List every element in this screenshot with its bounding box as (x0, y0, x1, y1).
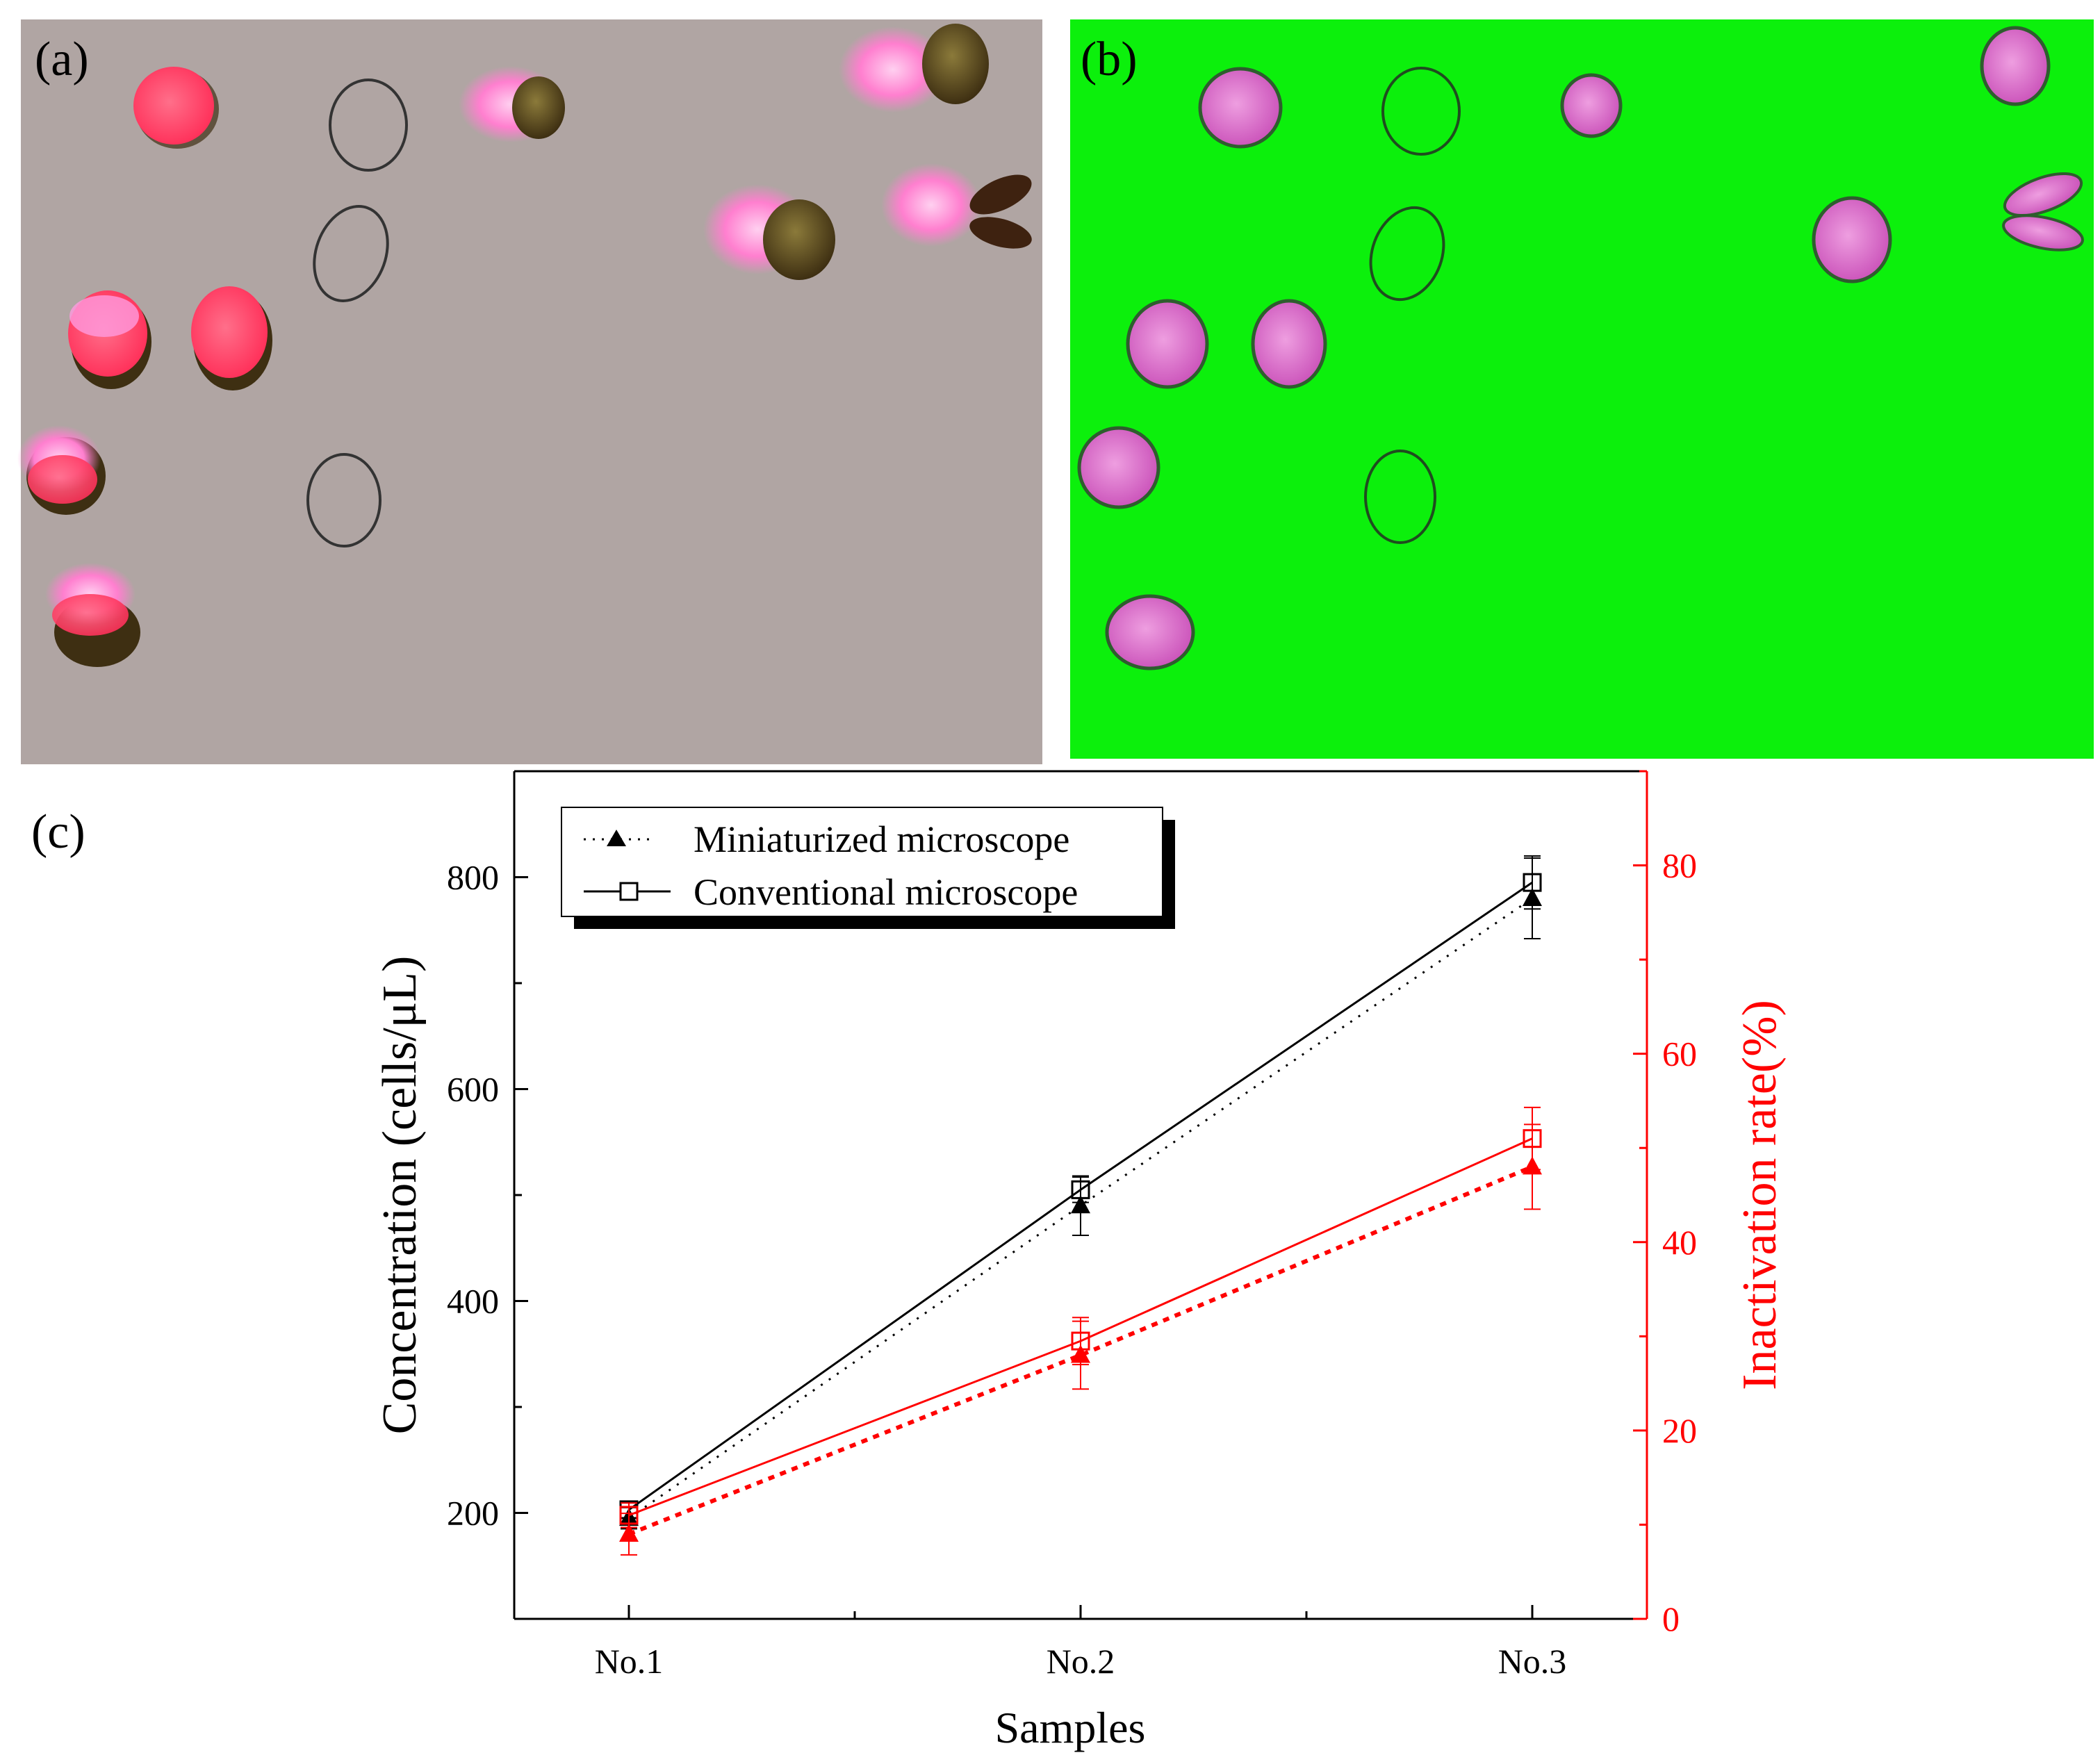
red-cell (68, 290, 151, 389)
magenta-cell (1251, 299, 1327, 389)
panel-b-micrograph: (b) (1070, 19, 2094, 759)
legend-label-miniaturized: Miniaturized microscope (694, 818, 1069, 860)
y-tick-label: 600 (447, 1070, 499, 1109)
pink-brown-cell (703, 184, 835, 280)
red-cell (191, 286, 272, 390)
empty-cell-outline (1381, 67, 1461, 156)
red-cell (45, 563, 140, 667)
pink-brown-cell (839, 24, 989, 113)
magenta-cell (1077, 426, 1160, 509)
magenta-cell (2002, 214, 2084, 252)
empty-cell-outline (306, 453, 382, 547)
y2-tick-label: 20 (1662, 1411, 1697, 1450)
magenta-cell (1198, 67, 1283, 149)
x-axis-label: Samples (995, 1703, 1146, 1752)
x-tick-label: No.2 (1047, 1642, 1115, 1681)
y2-tick-label: 0 (1662, 1599, 1680, 1638)
empty-cell-outline (1369, 206, 1445, 302)
series-left-conventional (619, 855, 1542, 1520)
data-point-square (1071, 1180, 1090, 1199)
panel-c-label: (c) (31, 805, 85, 859)
magenta-cell (1126, 299, 1209, 389)
data-point-triangle (1071, 1195, 1090, 1214)
y2-tick-label: 80 (1662, 846, 1697, 885)
data-point-square (1071, 1331, 1090, 1351)
series-layer (619, 855, 1542, 1556)
y-axis-left: 200 400 600 800 (447, 858, 528, 1533)
panel-a-micrograph: (a) (17, 19, 1042, 764)
empty-cell-outline (329, 79, 408, 172)
legend-swatch-miniaturized-marker (607, 830, 626, 846)
data-point-triangle (619, 1524, 639, 1542)
legend: Miniaturized microscope Conventional mic… (561, 807, 1175, 929)
y2-axis-label: Inactivation rate(%) (1733, 1000, 1787, 1390)
panel-b-label: (b) (1081, 33, 1138, 86)
magenta-cell (1812, 196, 1892, 283)
y2-tick-label: 60 (1662, 1035, 1697, 1073)
red-cell (133, 67, 219, 149)
empty-cell-outline (313, 205, 389, 302)
panel-a-label: (a) (35, 33, 89, 86)
magenta-cell (1105, 594, 1195, 670)
pink-brown-cell (881, 163, 1032, 249)
pink-brown-cell (459, 66, 565, 142)
y-tick-label: 200 (447, 1494, 499, 1533)
y-axis-label: Concentration (cells/μL) (373, 956, 427, 1435)
magenta-cell (2003, 172, 2083, 217)
y-tick-label: 400 (447, 1282, 499, 1321)
data-point-square (619, 1506, 639, 1525)
series-right-conventional (619, 1106, 1542, 1529)
y-tick-label: 800 (447, 858, 499, 897)
magenta-cell (1980, 26, 2051, 106)
legend-box (561, 807, 1163, 917)
x-axis: No.1 No.2 No.3 (595, 1605, 1567, 1681)
y2-tick-label: 40 (1662, 1223, 1697, 1262)
data-point-square (1523, 1129, 1542, 1148)
magenta-cell (1560, 73, 1623, 138)
red-cell (17, 425, 106, 515)
empty-cell-outline (1364, 450, 1436, 544)
y-axis-right: 0 20 40 60 80 (1633, 770, 1697, 1638)
x-tick-label: No.1 (595, 1642, 664, 1681)
legend-swatch-conventional-marker (619, 882, 639, 901)
legend-label-conventional: Conventional microscope (694, 871, 1078, 913)
data-point-square (1523, 873, 1542, 892)
x-tick-label: No.3 (1498, 1642, 1567, 1681)
